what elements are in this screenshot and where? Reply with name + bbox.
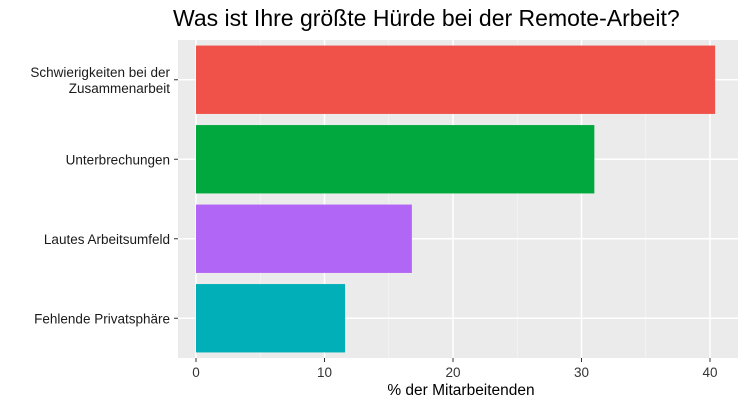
category-label-line: Fehlende Privatsphäre <box>34 311 170 326</box>
category-label: Schwierigkeiten bei der Zusammenarbeit <box>30 65 170 96</box>
x-tick-label: 10 <box>317 365 332 380</box>
chart-title: Was ist Ihre größte Hürde bei der Remote… <box>173 5 680 31</box>
category-label-line: Zusammenarbeit <box>69 81 171 96</box>
category-label: Fehlende Privatsphäre <box>34 311 170 326</box>
category-label-line: Lautes Arbeitsumfeld <box>44 232 170 247</box>
bar <box>196 125 595 194</box>
bar <box>196 284 346 353</box>
bars <box>196 45 716 353</box>
category-label: Lautes Arbeitsumfeld <box>44 232 170 247</box>
category-labels: Schwierigkeiten bei der Zusammenarbeit Unt… <box>30 65 178 326</box>
category-label-line: Unterbrechungen <box>66 152 170 167</box>
x-axis-ticks: 0 10 20 30 40 <box>192 358 718 380</box>
bar <box>196 204 412 273</box>
category-label: Unterbrechungen <box>66 152 170 167</box>
x-tick-label: 0 <box>192 365 200 380</box>
x-tick-label: 20 <box>445 365 460 380</box>
x-tick-label: 30 <box>574 365 589 380</box>
x-axis-title: % der Mitarbeitenden <box>387 382 534 399</box>
x-tick-label: 40 <box>702 365 717 380</box>
bar <box>196 45 716 114</box>
category-label-line: Schwierigkeiten bei der <box>30 65 170 80</box>
